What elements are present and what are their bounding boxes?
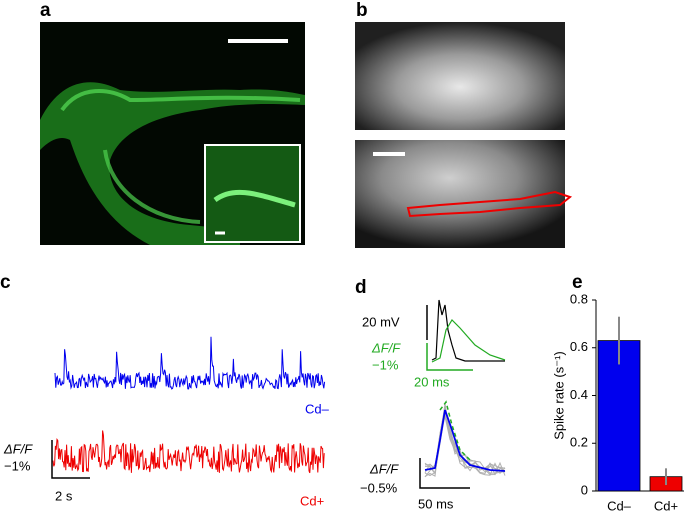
scale-label: 2 s <box>55 488 73 503</box>
trace <box>431 299 505 362</box>
cell-layer <box>60 89 301 112</box>
scale-label: −1% <box>4 458 31 473</box>
panel-label: c <box>0 272 11 293</box>
bar-chart: 0 0.2 0.4 0.6 0.8 Spike rate (s⁻¹) Cd– Cd+ <box>551 291 684 513</box>
y-tick-label: 0.2 <box>570 435 588 450</box>
scale-bar <box>51 440 90 479</box>
y-tick-label: 0.8 <box>570 291 588 306</box>
cell-layer <box>103 149 201 224</box>
inset-cells <box>213 189 296 208</box>
y-tick-label: 0.6 <box>570 339 588 354</box>
scale-bar <box>426 343 473 371</box>
x-tick-label: Cd– <box>607 498 632 513</box>
scale-label: 20 mV <box>362 314 400 329</box>
trace <box>431 319 506 363</box>
trace <box>424 409 506 472</box>
panel-label: e <box>572 272 583 293</box>
x-tick-label: Cd+ <box>654 498 678 513</box>
trace <box>54 336 326 390</box>
trace-label: Cd– <box>305 401 330 416</box>
panel-label: b <box>356 0 368 21</box>
trace <box>52 430 325 474</box>
panel-label: d <box>355 277 367 298</box>
traces <box>424 299 506 478</box>
roi <box>406 190 573 218</box>
scale-label: ΔF/F <box>371 340 401 355</box>
image <box>355 22 565 130</box>
image <box>355 140 565 248</box>
scale-label: 50 ms <box>418 496 454 511</box>
y-tick-label: 0.4 <box>570 387 588 402</box>
scale-label: ΔF/F <box>369 461 399 476</box>
trace-label: Cd+ <box>300 493 324 508</box>
traces <box>52 336 326 474</box>
scale-label: 20 ms <box>414 374 450 389</box>
trace <box>439 400 473 463</box>
scale-label: −0.5% <box>360 480 398 495</box>
scale-label: ΔF/F <box>3 441 33 456</box>
scale-label: −1% <box>372 357 399 372</box>
tissue <box>40 82 305 245</box>
y-tick-label: 0 <box>581 482 588 497</box>
scale-bar <box>419 458 470 489</box>
bar <box>597 340 641 492</box>
panel-label: a <box>40 0 51 21</box>
y-axis-label: Spike rate (s⁻¹) <box>551 351 566 440</box>
